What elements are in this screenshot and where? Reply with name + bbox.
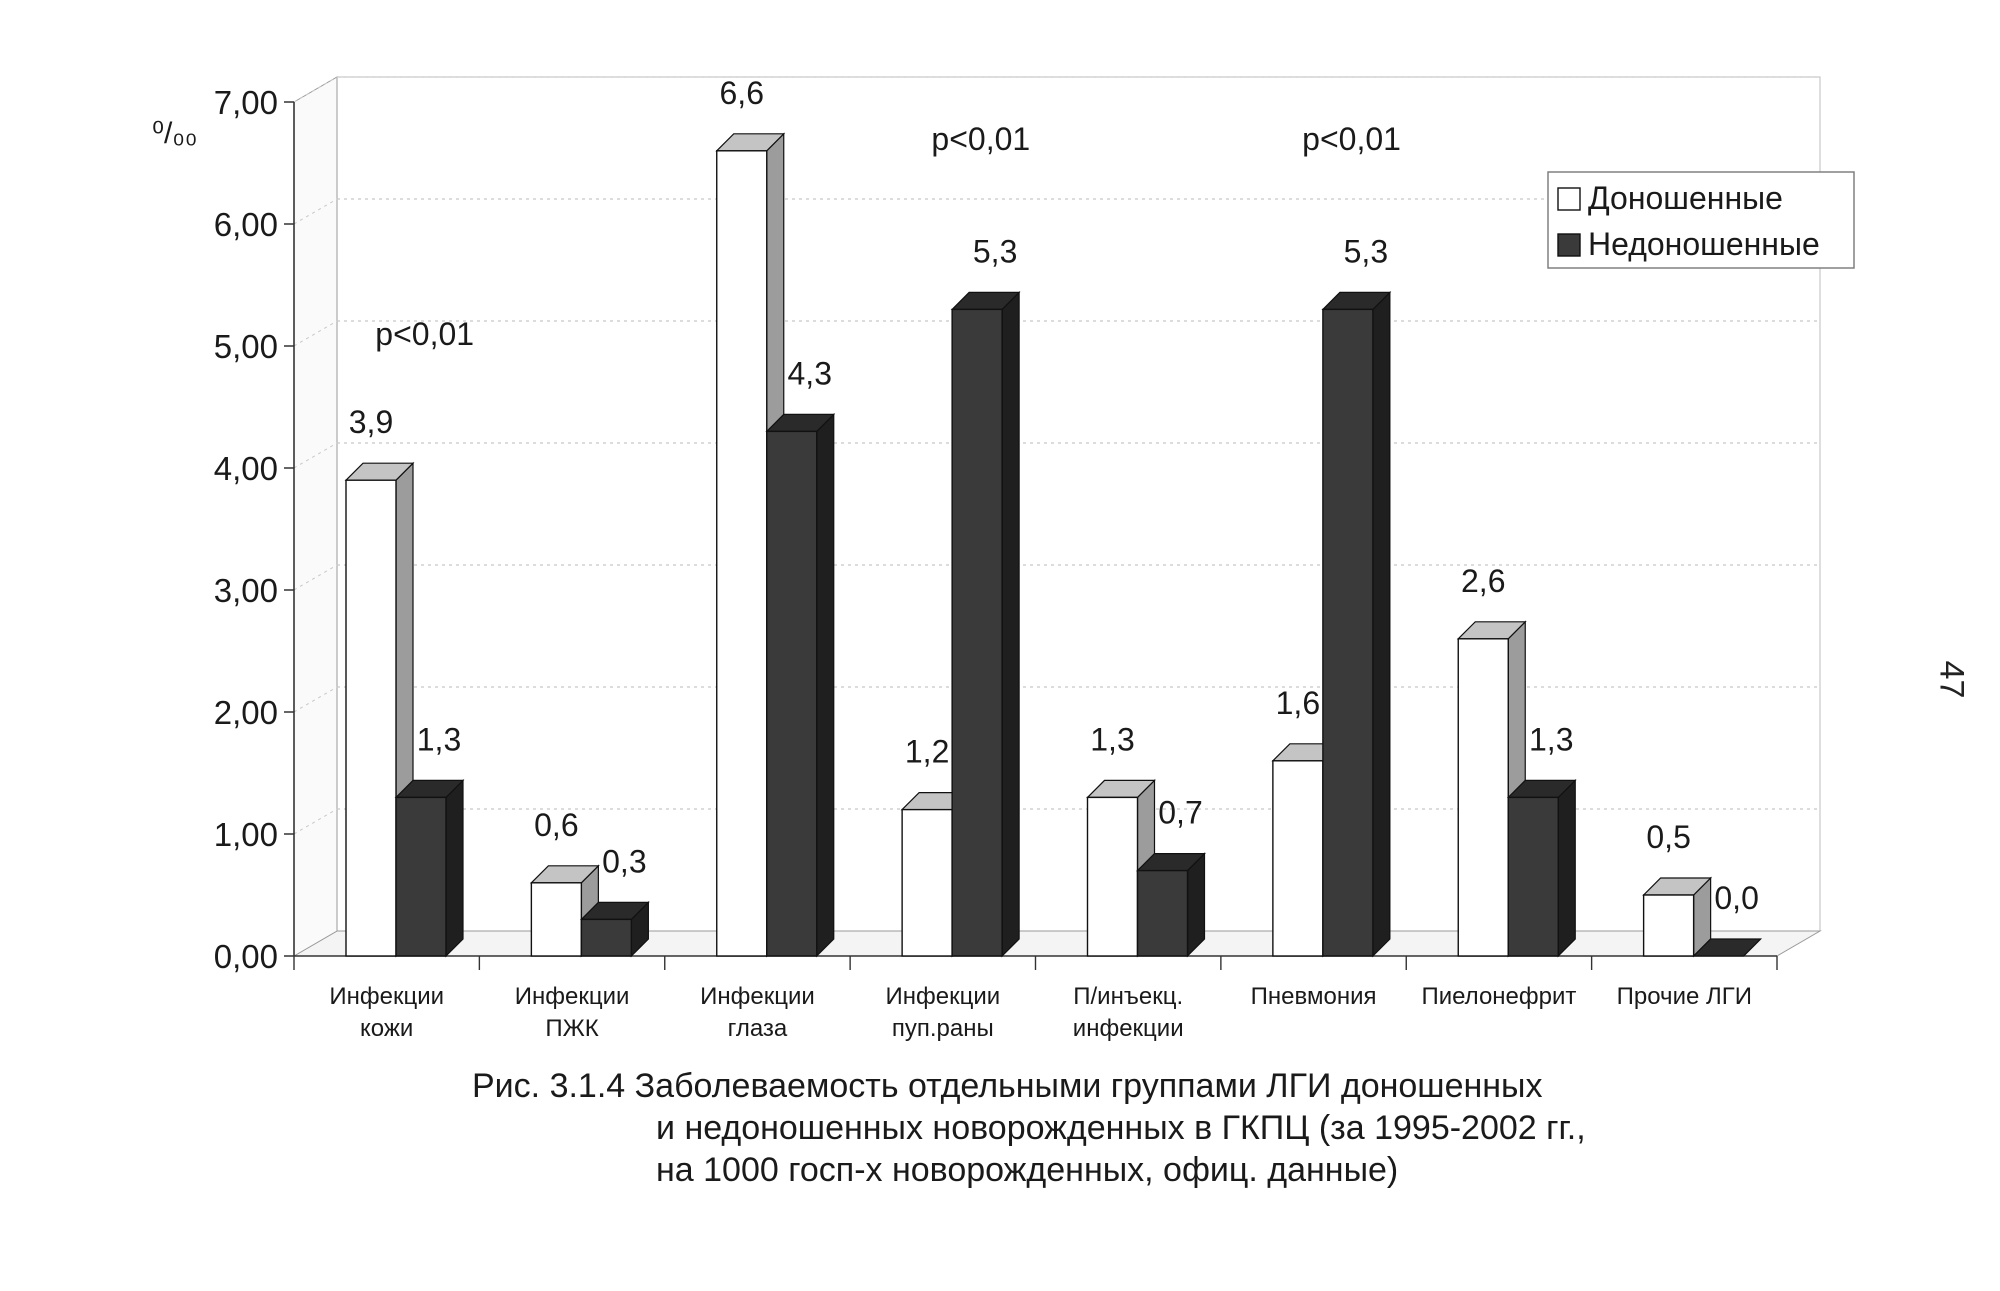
gridline-depth [293,198,338,225]
x-tick-label: Инфекции [329,983,444,1010]
x-tick-label: Пиелонефрит [1421,983,1576,1010]
page-number: 47 [1932,660,1971,699]
x-tick-label: пуп.раны [892,1015,994,1042]
bar-preterm [395,796,447,957]
data-label: 1,3 [1529,721,1573,757]
bar-preterm [1507,796,1559,957]
y-tick-label: 0,00 [214,938,278,975]
data-label: 5,3 [973,233,1017,269]
legend-box [1547,171,1855,269]
caption-line-1: Рис. 3.1.4 Заболеваемость отдельными гру… [472,1067,1543,1105]
data-label: 0,5 [1646,819,1690,855]
bar-side [1557,778,1576,958]
gridline-depth [293,564,338,591]
y-tick-label: 7,00 [214,84,278,121]
p-value-annotation: p<0,01 [931,121,1030,157]
bar-preterm [766,430,818,957]
x-tick-label: П/инъекц. [1073,983,1183,1010]
data-label: 1,3 [417,721,461,757]
bar-side [1186,852,1206,958]
caption-line-3: на 1000 госп-х новорожденных, офиц. данн… [656,1151,1399,1189]
bar-full-term [1457,638,1509,957]
bar-side [1001,290,1020,958]
legend-label: Доношенные [1588,180,1783,216]
x-tick-label: ПЖК [545,1015,598,1042]
data-label: 5,3 [1344,233,1388,269]
bar-preterm [580,918,633,957]
side-wall [293,76,338,957]
y-axis-unit: ⁰/₀₀ [152,117,197,150]
data-label: 1,6 [1276,685,1320,721]
caption-line-2: и недоношенных новорожденных в ГКПЦ (за … [656,1109,1586,1147]
x-tick-label: Пневмония [1251,983,1377,1010]
data-label: 0,6 [534,807,578,843]
x-tick-label: инфекции [1073,1015,1184,1042]
x-tick-label: Инфекции [515,983,630,1010]
bar-preterm [1136,869,1189,957]
gridline-depth [293,686,338,713]
data-label: 1,2 [905,734,949,770]
data-label: 0,3 [602,843,646,879]
data-label: 4,3 [788,355,832,391]
x-tick-label: кожи [360,1015,413,1042]
legend-swatch-full-term [1557,187,1581,211]
bar-full-term [716,150,768,957]
p-value-annotation: p<0,01 [375,316,474,352]
y-tick-label: 1,00 [214,816,278,853]
bar-full-term [1642,894,1695,957]
data-label: 2,6 [1461,563,1505,599]
legend-swatch-preterm [1557,233,1581,257]
data-label: 6,6 [720,75,764,111]
bar-side [816,412,835,958]
bar-full-term [1272,760,1324,957]
gridline-depth [293,442,338,469]
y-tick-label: 6,00 [214,206,278,243]
bar-full-term [345,479,397,957]
data-label: 3,9 [349,404,393,440]
bar-preterm [1322,308,1374,957]
bar-full-term [1086,796,1139,957]
bar-full-term [530,882,583,957]
bar-preterm [951,308,1003,957]
y-tick-label: 3,00 [214,572,278,609]
gridline-depth [293,808,338,835]
data-label: 0,0 [1714,880,1758,916]
x-tick-label: Инфекции [700,983,815,1010]
y-tick-label: 2,00 [214,694,278,731]
bar-full-term [901,808,953,957]
bar-side [445,778,464,958]
x-tick-label: Инфекции [885,983,1000,1010]
bar-top [1692,938,1763,957]
p-value-annotation: p<0,01 [1302,121,1401,157]
gridline-depth [293,320,338,347]
data-label: 1,3 [1090,721,1134,757]
bar-side [1372,290,1391,958]
legend-label: Недоношенные [1588,226,1820,262]
chart-floor [292,930,1822,957]
x-tick-label: Прочие ЛГИ [1617,983,1752,1010]
gridline-depth [293,76,338,103]
x-tick-label: глаза [728,1015,788,1042]
y-tick-label: 5,00 [214,328,278,365]
y-tick-label: 4,00 [214,450,278,487]
data-label: 0,7 [1158,795,1202,831]
